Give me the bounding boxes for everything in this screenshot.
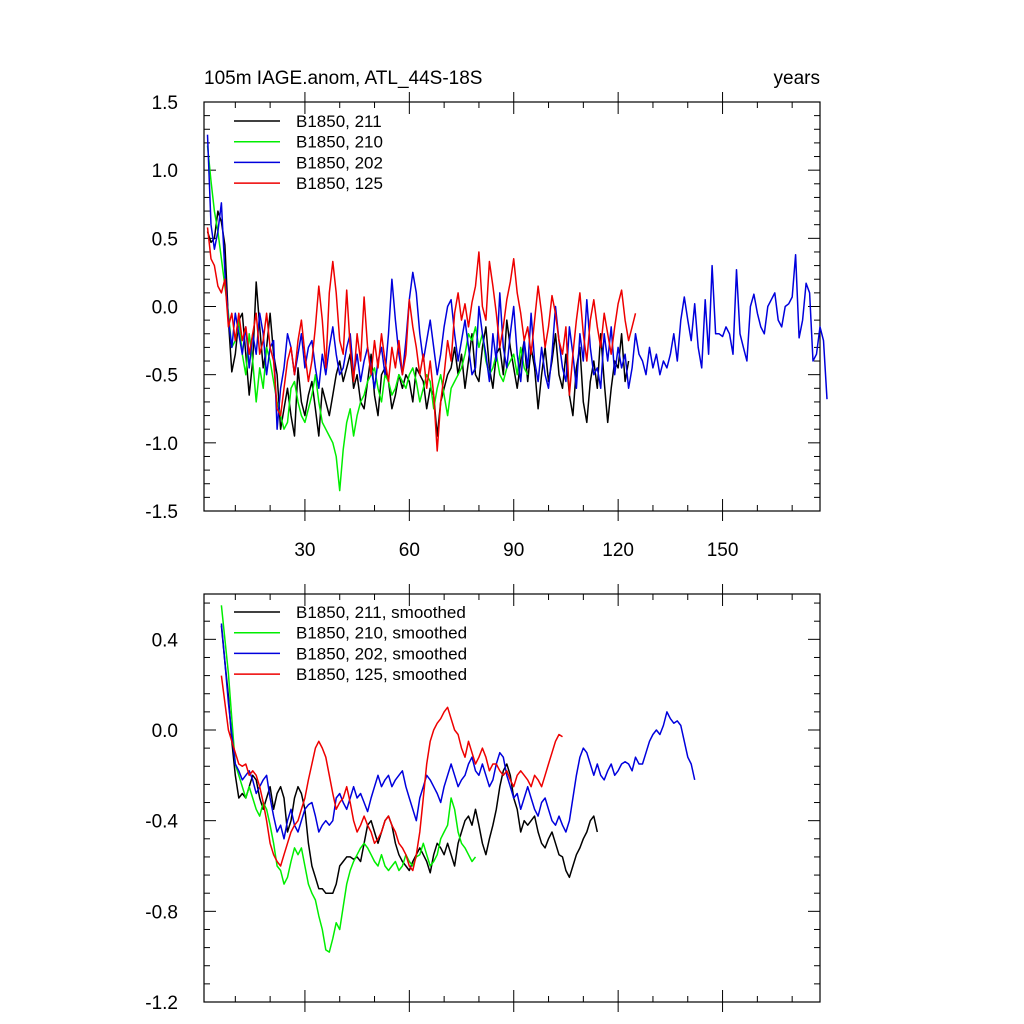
y-tick-label: 0.0 [152, 298, 178, 319]
y-tick-label: -1.0 [145, 434, 178, 455]
y-tick-label: 1.0 [152, 161, 178, 182]
legend-label: B1850, 202, smoothed [296, 644, 467, 663]
legend-label: B1850, 211, smoothed [296, 603, 466, 622]
legend-label: B1850, 202 [296, 153, 383, 172]
units-label: years [774, 68, 820, 89]
y-tick-label: 0.0 [152, 721, 178, 742]
legend-label: B1850, 125 [296, 174, 383, 193]
series-line-4 [206, 227, 637, 452]
series-line-1 [206, 210, 630, 437]
y-tick-label: -0.4 [145, 812, 178, 833]
y-tick-label: 1.5 [152, 93, 178, 114]
figure-title: 105m IAGE.anom, ATL_44S-18S [204, 68, 482, 89]
plot-frame [203, 593, 821, 1003]
legend-label: B1850, 210 [296, 133, 383, 152]
series-line-2 [206, 145, 529, 492]
y-tick-label: 0.5 [152, 229, 178, 250]
legend-label: B1850, 125, smoothed [296, 665, 467, 684]
series-line-4 [220, 675, 563, 872]
x-tick-label: 60 [399, 540, 420, 561]
x-tick-label: 30 [294, 540, 315, 561]
panel-raw: -1.5 -1.0 -0.5 0.0 0.5 1.0 1.5 30 60 90 120 150 B185… [145, 92, 828, 561]
y-tick-label: -0.8 [145, 902, 178, 923]
legend-label: B1850, 211 [296, 112, 382, 131]
y-tick-label: -0.5 [145, 366, 178, 387]
x-tick-label: 150 [707, 540, 739, 561]
y-tick-label: 0.4 [152, 630, 179, 651]
panel-smoothed: -1.2 -0.8 -0.4 0.0 0.4 B1850, 211, smoothed B1… [145, 584, 821, 1014]
series-line-3 [206, 134, 828, 430]
x-tick-label: 120 [602, 540, 634, 561]
x-tick-label: 90 [503, 540, 524, 561]
series-line-1 [220, 625, 599, 894]
legend-label: B1850, 210, smoothed [296, 624, 467, 643]
y-tick-label: -1.2 [145, 993, 178, 1014]
series-line-3 [220, 623, 696, 840]
y-tick-label: -1.5 [145, 502, 178, 523]
